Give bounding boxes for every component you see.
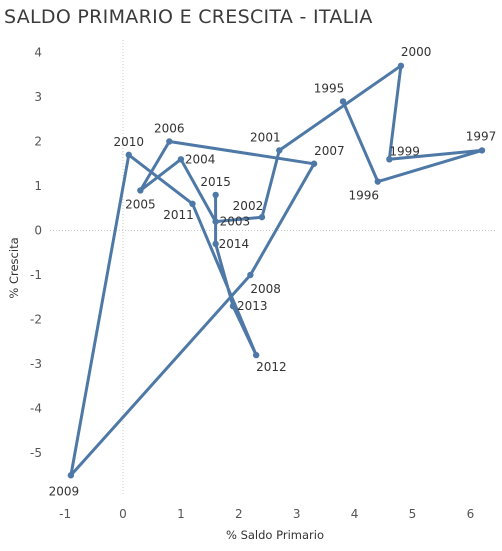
y-tick-label: -5 xyxy=(30,446,42,460)
x-tick-label: 0 xyxy=(119,507,127,521)
chart-title: SALDO PRIMARIO E CRESCITA - ITALIA xyxy=(4,6,373,28)
y-tick-label: -1 xyxy=(30,268,42,282)
x-tick-label: 1 xyxy=(177,507,185,521)
point-label-2010: 2010 xyxy=(114,135,145,149)
data-point-2008[interactable] xyxy=(247,271,254,279)
point-label-2008: 2008 xyxy=(250,282,281,296)
data-point-2002[interactable] xyxy=(258,213,266,221)
data-point-1997[interactable] xyxy=(478,147,486,154)
y-axis-ticks: 4 3 2 1 0 -1 -2 -3 -4 -5 xyxy=(30,46,42,461)
data-point-2007[interactable] xyxy=(310,160,318,167)
data-point-2011[interactable] xyxy=(189,200,196,207)
data-point-1999[interactable] xyxy=(386,156,393,163)
point-label-2005: 2005 xyxy=(125,197,156,211)
x-tick-label: -1 xyxy=(59,507,71,521)
point-label-2014: 2014 xyxy=(219,237,250,251)
x-tick-label: 3 xyxy=(293,507,301,521)
y-tick-label: -4 xyxy=(30,402,42,416)
data-point-1996[interactable] xyxy=(374,178,381,185)
data-point-2015[interactable] xyxy=(212,191,219,199)
data-point-2012[interactable] xyxy=(252,351,260,359)
data-point-2013[interactable] xyxy=(229,302,237,310)
point-label-2011: 2011 xyxy=(163,208,194,222)
y-tick-label: -3 xyxy=(30,357,42,371)
point-label-1996: 1996 xyxy=(348,189,379,203)
x-axis-ticks: -1 0 1 2 3 4 5 6 xyxy=(59,507,474,521)
y-tick-label: 3 xyxy=(34,90,42,104)
point-label-2000: 2000 xyxy=(401,45,432,59)
point-label-2012: 2012 xyxy=(256,360,287,374)
axes xyxy=(50,40,497,495)
data-point-2014[interactable] xyxy=(212,240,219,248)
point-label-1997: 1997 xyxy=(466,129,497,143)
data-point-2000[interactable] xyxy=(397,62,405,70)
point-label-2004: 2004 xyxy=(185,152,216,166)
data-point-2006[interactable] xyxy=(166,138,173,145)
point-label-2003: 2003 xyxy=(220,215,251,229)
point-label-2001: 2001 xyxy=(250,130,281,144)
point-label-2009: 2009 xyxy=(49,484,80,498)
point-label-2015: 2015 xyxy=(200,175,231,189)
data-point-1995[interactable] xyxy=(339,98,347,105)
data-point-2003[interactable] xyxy=(212,218,219,225)
y-tick-label: 4 xyxy=(34,46,42,60)
series-line xyxy=(69,64,484,477)
data-point-2010[interactable] xyxy=(125,151,132,159)
data-point-2009[interactable] xyxy=(67,472,75,479)
y-tick-label: 2 xyxy=(34,135,42,149)
x-tick-label: 5 xyxy=(409,507,417,521)
point-label-1995: 1995 xyxy=(314,81,345,95)
x-tick-label: 6 xyxy=(467,507,475,521)
x-tick-label: 2 xyxy=(235,507,243,521)
point-label-2007: 2007 xyxy=(314,144,345,158)
data-point-2001[interactable] xyxy=(276,147,283,154)
y-tick-label: -2 xyxy=(30,313,42,327)
y-tick-label: 0 xyxy=(34,224,42,238)
point-labels: 1995 1996 1997 1999 2000 2001 2002 2003 2004 2005… xyxy=(49,45,497,498)
data-point-2004[interactable] xyxy=(177,156,185,163)
point-label-2002: 2002 xyxy=(233,199,264,213)
x-tick-label: 4 xyxy=(351,507,359,521)
y-tick-label: 1 xyxy=(34,179,42,193)
point-label-1999: 1999 xyxy=(389,144,420,158)
y-axis-title: % Crescita xyxy=(7,237,21,298)
data-point-2005[interactable] xyxy=(137,187,144,194)
point-label-2013: 2013 xyxy=(237,299,268,313)
series xyxy=(67,62,486,479)
x-axis-title: % Saldo Primario xyxy=(226,528,324,542)
point-label-2006: 2006 xyxy=(154,122,185,136)
